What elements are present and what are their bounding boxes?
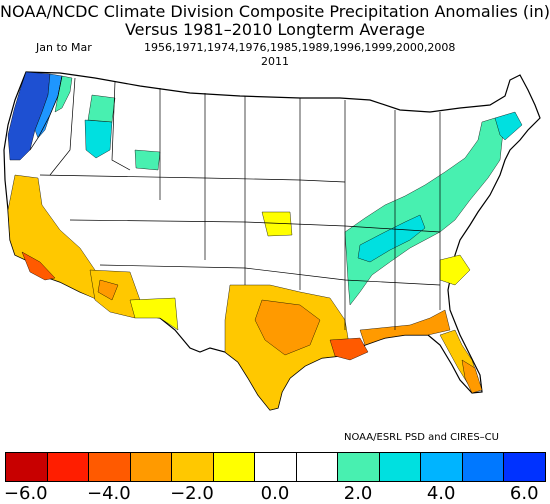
new-england-cyan-region <box>494 111 523 141</box>
colorbar-tick-label: 0.0 <box>260 483 290 504</box>
colorbar <box>5 452 546 482</box>
map-title-line2: Versus 1981–2010 Longterm Average <box>124 20 426 39</box>
colorbar-swatch <box>88 452 131 482</box>
kansas-yellow-region <box>261 211 293 237</box>
composite-years: 1956,1971,1974,1976,1985,1989,1996,1999,… <box>144 41 456 54</box>
arizona-orange-region <box>97 279 119 301</box>
socal-orange-region <box>21 251 56 281</box>
texas-orange-region <box>254 299 321 356</box>
colorbar-swatch <box>254 452 297 482</box>
gulf-orange-region <box>359 309 451 346</box>
colorbar-swatch <box>337 452 380 482</box>
florida-orange-region <box>461 359 483 394</box>
idaho-mint-region <box>87 94 116 123</box>
colorbar-swatch <box>378 452 422 482</box>
colorbar-swatch <box>295 452 339 482</box>
california-yellow-region <box>7 174 111 301</box>
colorbar-tick-label: 4.0 <box>426 483 456 504</box>
nm-yellow-region <box>129 297 179 331</box>
colorbar-swatch <box>212 452 256 482</box>
colorbar-swatch <box>420 452 463 482</box>
state-boundaries <box>29 75 441 330</box>
colorbar-swatch <box>503 452 546 482</box>
east-mint-region <box>344 117 504 306</box>
colorbar-swatch <box>461 452 505 482</box>
period-label: Jan to Mar <box>36 41 92 54</box>
colorbar-tick-label: 2.0 <box>343 483 373 504</box>
map-title-line1: NOAA/NCDC Climate Division Composite Pre… <box>0 2 550 21</box>
colorbar-swatch <box>129 452 173 482</box>
data-credit: NOAA/ESRL PSD and CIRES–CU <box>344 432 499 443</box>
wyoming-mint-region <box>134 149 161 171</box>
colorbar-swatch <box>171 452 214 482</box>
carolina-yellow-region <box>439 254 471 286</box>
composite-years-continued: 2011 <box>261 55 289 68</box>
colorbar-swatch <box>5 452 48 482</box>
colorbar-tick-label: −2.0 <box>170 483 214 504</box>
la-darkorange-region <box>329 337 369 361</box>
colorbar-swatch <box>46 452 90 482</box>
colorbar-tick-label: −4.0 <box>86 483 131 504</box>
colorbar-tick-label: 6.0 <box>509 483 539 504</box>
colorbar-tick-label: −6.0 <box>3 483 48 504</box>
us-precip-anomaly-map <box>3 71 541 411</box>
